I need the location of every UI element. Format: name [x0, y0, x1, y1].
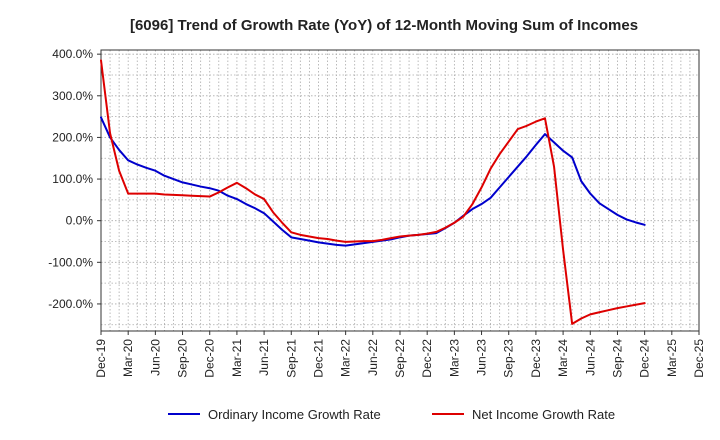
- x-tick-label: Mar-24: [556, 339, 570, 377]
- x-tick-label: Jun-24: [583, 339, 597, 376]
- x-tick-label: Mar-20: [121, 339, 135, 377]
- x-tick-label: Jun-21: [257, 339, 271, 376]
- x-tick-label: Dec-24: [638, 339, 652, 378]
- y-axis: 400.0% 300.0% 200.0% 100.0% 0.0% -100.0% -200.…: [48, 47, 101, 311]
- legend: Ordinary Income Growth Rate Net Income Gr…: [168, 407, 615, 422]
- x-tick-label: Sep-22: [393, 339, 407, 378]
- x-tick-label: Mar-21: [230, 339, 244, 377]
- x-tick-label: Jun-22: [366, 339, 380, 376]
- x-tick-label: Dec-25: [692, 339, 706, 378]
- x-tick-label: Jun-23: [475, 339, 489, 376]
- x-tick-label: Dec-23: [529, 339, 543, 378]
- x-tick-label: Sep-21: [284, 339, 298, 378]
- legend-label: Net Income Growth Rate: [472, 407, 615, 422]
- x-axis: Dec-19 Mar-20 Jun-20 Sep-20 Dec-20 Mar-21 Jun-…: [94, 331, 706, 378]
- x-tick-label: Dec-22: [420, 339, 434, 378]
- grid-layer: [101, 50, 699, 331]
- x-tick-label: Dec-21: [311, 339, 325, 378]
- chart-title: [6096] Trend of Growth Rate (YoY) of 12-…: [130, 17, 638, 34]
- legend-label: Ordinary Income Growth Rate: [208, 407, 381, 422]
- x-tick-label: Dec-20: [203, 339, 217, 378]
- series-line-net-income: [100, 59, 646, 325]
- y-tick-label: 300.0%: [52, 89, 93, 103]
- x-tick-label: Dec-19: [94, 339, 108, 378]
- x-tick-label: Sep-24: [610, 339, 624, 378]
- x-tick-label: Mar-22: [339, 339, 353, 377]
- x-tick-label: Sep-20: [176, 339, 190, 378]
- y-tick-label: -100.0%: [48, 255, 93, 269]
- y-tick-label: 200.0%: [52, 130, 93, 144]
- y-tick-label: 100.0%: [52, 172, 93, 186]
- y-tick-label: 400.0%: [52, 47, 93, 61]
- y-tick-label: -200.0%: [48, 297, 93, 311]
- x-tick-label: Mar-23: [447, 339, 461, 377]
- x-tick-label: Mar-25: [665, 339, 679, 377]
- x-tick-label: Jun-20: [148, 339, 162, 376]
- x-tick-label: Sep-23: [502, 339, 516, 378]
- series-layer: [100, 59, 646, 325]
- y-tick-label: 0.0%: [66, 214, 94, 228]
